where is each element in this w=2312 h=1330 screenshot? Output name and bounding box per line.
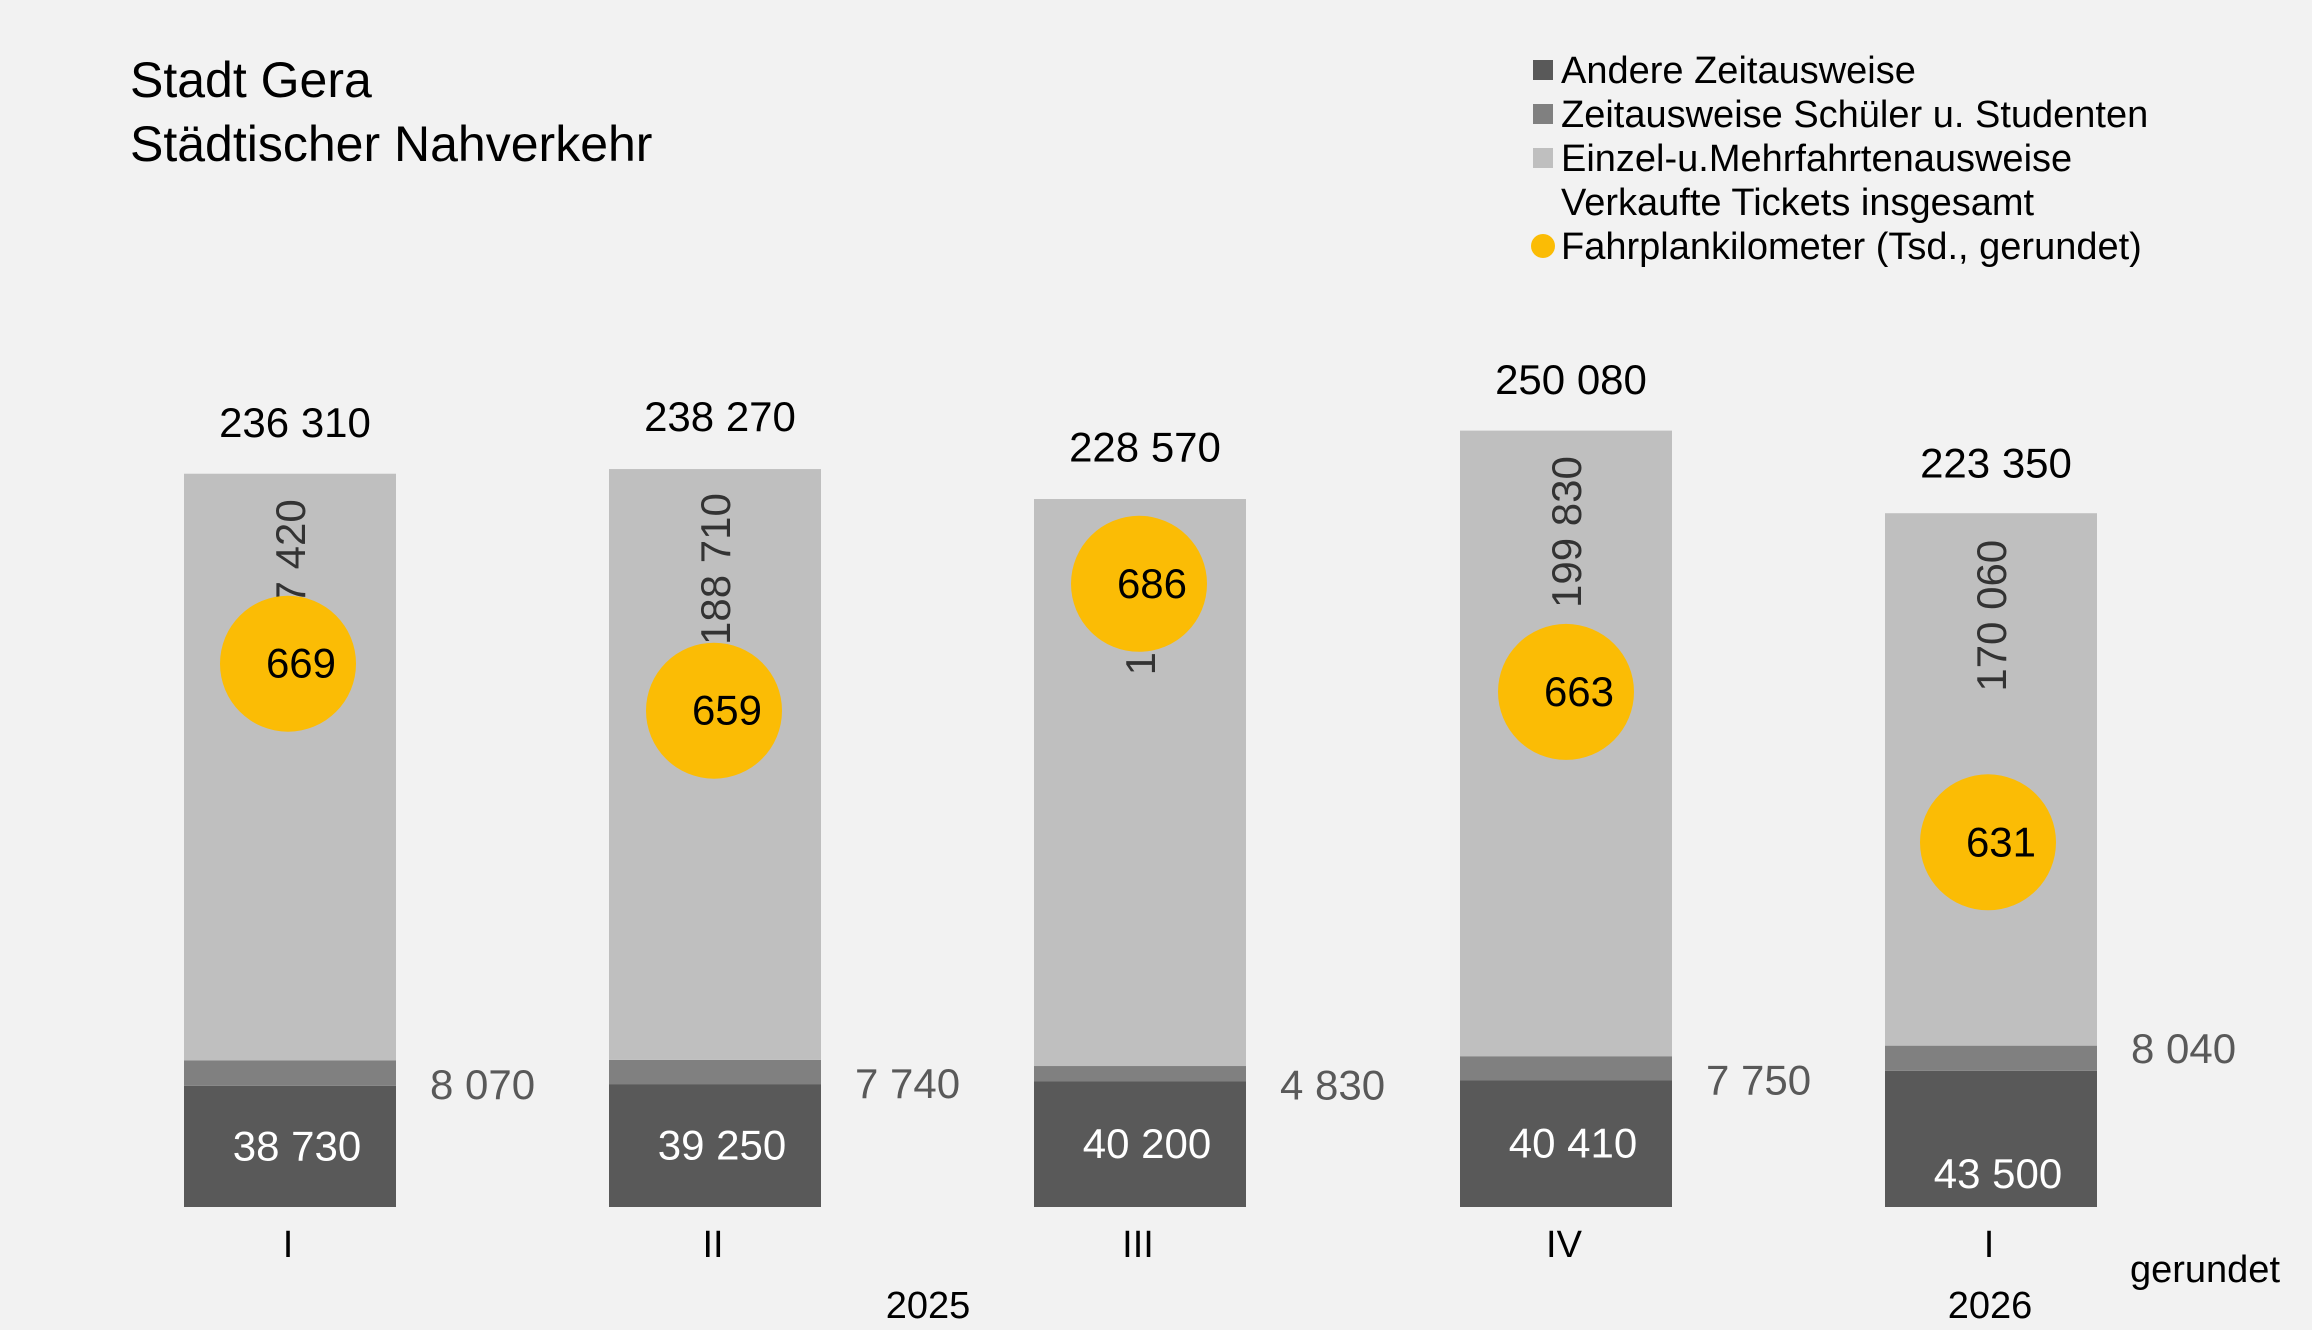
bar-segment-1-0 <box>184 1060 396 1086</box>
fahrplan-label-4: 631 <box>1966 818 2036 865</box>
category-label-1: II <box>702 1224 723 1266</box>
legend-marker-4 <box>1531 234 1555 258</box>
bar-segment-0-2 <box>1034 1081 1246 1207</box>
total-label-2: 228 570 <box>1069 423 1221 470</box>
fahrplan-label-3: 663 <box>1544 668 1614 715</box>
fahrplan-bubble-3 <box>1498 623 1634 760</box>
bar-segment-1-2 <box>1034 1066 1246 1082</box>
bar-segment-0-0 <box>184 1085 396 1207</box>
legend-marker-1 <box>1533 104 1553 124</box>
total-label-4: 223 350 <box>1920 440 2072 487</box>
category-label-2: III <box>1122 1224 1154 1266</box>
bar-segment-0-3 <box>1460 1080 1672 1207</box>
schueler-label-2: 4 830 <box>1280 1062 1385 1109</box>
total-label-1: 238 270 <box>644 393 796 440</box>
chart-title-line2: Städtischer Nahverkehr <box>130 116 652 172</box>
bar-segment-0-1 <box>609 1084 821 1207</box>
fahrplan-bubble-0 <box>220 595 356 732</box>
fahrplan-bubble-4 <box>1920 774 2056 911</box>
andere-label-0: 38 730 <box>233 1122 361 1169</box>
fahrplan-label-1: 659 <box>692 687 762 734</box>
bar-segment-2-0 <box>184 473 396 1061</box>
rounding-note: gerundet <box>2130 1249 2280 1291</box>
year-label-0: 2025 <box>886 1285 971 1325</box>
andere-label-4: 43 500 <box>1934 1150 2062 1197</box>
bar-segment-1-4 <box>1885 1045 2097 1071</box>
total-label-3: 250 080 <box>1495 356 1647 403</box>
schueler-label-1: 7 740 <box>855 1060 960 1107</box>
andere-label-2: 40 200 <box>1083 1120 1211 1167</box>
andere-label-1: 39 250 <box>658 1122 786 1169</box>
bar-segment-1-3 <box>1460 1056 1672 1081</box>
legend-label-0: Andere Zeitausweise <box>1561 50 1916 92</box>
schueler-label-4: 8 040 <box>2131 1025 2236 1072</box>
legend-label-2: Einzel-u.Mehrfahrtenausweise <box>1561 138 2072 180</box>
category-label-4: I <box>1984 1224 1995 1266</box>
legend-marker-2 <box>1533 148 1553 168</box>
schueler-label-0: 8 070 <box>430 1061 535 1108</box>
fahrplan-bubbles-group: 669 659 686 663 631 <box>220 515 2056 911</box>
category-label-0: I <box>283 1224 294 1266</box>
legend-label-3: Verkaufte Tickets insgesamt <box>1561 182 2035 224</box>
bar-segment-0-4 <box>1885 1070 2097 1207</box>
chart-title-line1: Stadt Gera <box>130 52 372 108</box>
legend-marker-0 <box>1533 60 1553 80</box>
bar-segment-1-1 <box>609 1059 821 1085</box>
einzel-label-3: 199 830 <box>1543 456 1590 608</box>
andere-label-3: 40 410 <box>1509 1120 1637 1167</box>
fahrplan-bubble-2 <box>1071 515 1207 652</box>
total-label-0: 236 310 <box>219 399 371 446</box>
legend-label-4: Fahrplankilometer (Tsd., gerundet) <box>1561 226 2142 268</box>
fahrplan-bubble-1 <box>646 642 782 779</box>
einzel-label-1: 188 710 <box>692 493 739 645</box>
legend-label-1: Zeitausweise Schüler u. Studenten <box>1561 94 2148 136</box>
schueler-label-3: 7 750 <box>1706 1056 1811 1103</box>
year-label-1: 2026 <box>1948 1285 2033 1325</box>
fahrplan-label-0: 669 <box>266 640 336 687</box>
category-label-3: IV <box>1546 1224 1583 1266</box>
fahrplan-label-2: 686 <box>1117 560 1187 607</box>
einzel-label-4: 170 060 <box>1968 540 2015 692</box>
